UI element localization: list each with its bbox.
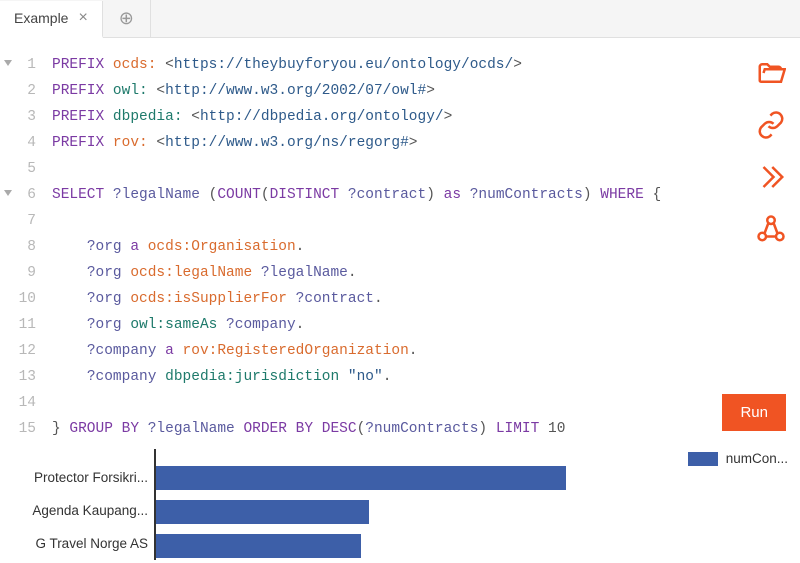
gutter-line: 2 (0, 78, 36, 104)
chart-bar-row (156, 495, 800, 529)
code-line: ?org owl:sameAs ?company. (52, 312, 800, 338)
gutter-line: 14 (0, 390, 36, 416)
chart-category-label: Agenda Kaupang... (0, 494, 154, 527)
code-line: ?org ocds:legalName ?legalName. (52, 260, 800, 286)
gutter-line: 3 (0, 104, 36, 130)
chart-bar-row (156, 529, 800, 563)
chart-bar[interactable] (156, 534, 361, 558)
gutter-line: 13 (0, 364, 36, 390)
open-folder-icon[interactable] (756, 58, 786, 88)
code-body[interactable]: PREFIX ocds: <https://theybuyforyou.eu/o… (48, 52, 800, 443)
line-gutter: 123456789101112131415 (0, 52, 48, 443)
tab-label: Example (14, 10, 68, 26)
side-icons (756, 58, 786, 244)
code-line: PREFIX ocds: <https://theybuyforyou.eu/o… (52, 52, 800, 78)
chart-bar-row (156, 461, 800, 495)
chart-category-label: Protector Forsikri... (0, 461, 154, 494)
editor-area: 123456789101112131415 PREFIX ocds: <http… (0, 38, 800, 443)
code-line (52, 390, 800, 416)
chart-wrap: Protector Forsikri...Agenda Kaupang...G … (0, 449, 800, 560)
gutter-line: 8 (0, 234, 36, 260)
code-line: PREFIX rov: <http://www.w3.org/ns/regorg… (52, 130, 800, 156)
code-pane: 123456789101112131415 PREFIX ocds: <http… (0, 38, 800, 443)
chart-labels: Protector Forsikri...Agenda Kaupang...G … (0, 449, 154, 560)
chart-category-label: G Travel Norge AS (0, 527, 154, 560)
gutter-line: 10 (0, 286, 36, 312)
close-icon[interactable]: × (78, 10, 87, 26)
gutter-line: 7 (0, 208, 36, 234)
code-line (52, 156, 800, 182)
run-button[interactable]: Run (722, 394, 786, 431)
chart-area: numCon... Protector Forsikri...Agenda Ka… (0, 443, 800, 560)
gutter-line: 9 (0, 260, 36, 286)
add-tab-button[interactable]: ⊕ (103, 0, 151, 37)
chart-bars (154, 449, 800, 560)
code-line: ?company dbpedia:jurisdiction "no". (52, 364, 800, 390)
chart-bar[interactable] (156, 500, 369, 524)
fold-arrow-icon[interactable] (4, 60, 12, 66)
link-icon[interactable] (756, 110, 786, 140)
forward-icon[interactable] (756, 162, 786, 192)
gutter-line: 4 (0, 130, 36, 156)
code-line: ?org a ocds:Organisation. (52, 234, 800, 260)
code-line: ?org ocds:isSupplierFor ?contract. (52, 286, 800, 312)
plus-icon: ⊕ (119, 8, 134, 29)
gutter-line: 12 (0, 338, 36, 364)
gutter-line: 5 (0, 156, 36, 182)
code-line: PREFIX owl: <http://www.w3.org/2002/07/o… (52, 78, 800, 104)
graph-icon[interactable] (756, 214, 786, 244)
gutter-line: 1 (0, 52, 36, 78)
gutter-line: 11 (0, 312, 36, 338)
chart-bar[interactable] (156, 466, 566, 490)
code-line: SELECT ?legalName (COUNT(DISTINCT ?contr… (52, 182, 800, 208)
code-line: } GROUP BY ?legalName ORDER BY DESC(?num… (52, 416, 800, 442)
code-line (52, 208, 800, 234)
gutter-line: 15 (0, 416, 36, 442)
tab-example[interactable]: Example × (0, 1, 103, 38)
gutter-line: 6 (0, 182, 36, 208)
tabs-bar: Example × ⊕ (0, 0, 800, 38)
code-line: ?company a rov:RegisteredOrganization. (52, 338, 800, 364)
code-line: PREFIX dbpedia: <http://dbpedia.org/onto… (52, 104, 800, 130)
fold-arrow-icon[interactable] (4, 190, 12, 196)
